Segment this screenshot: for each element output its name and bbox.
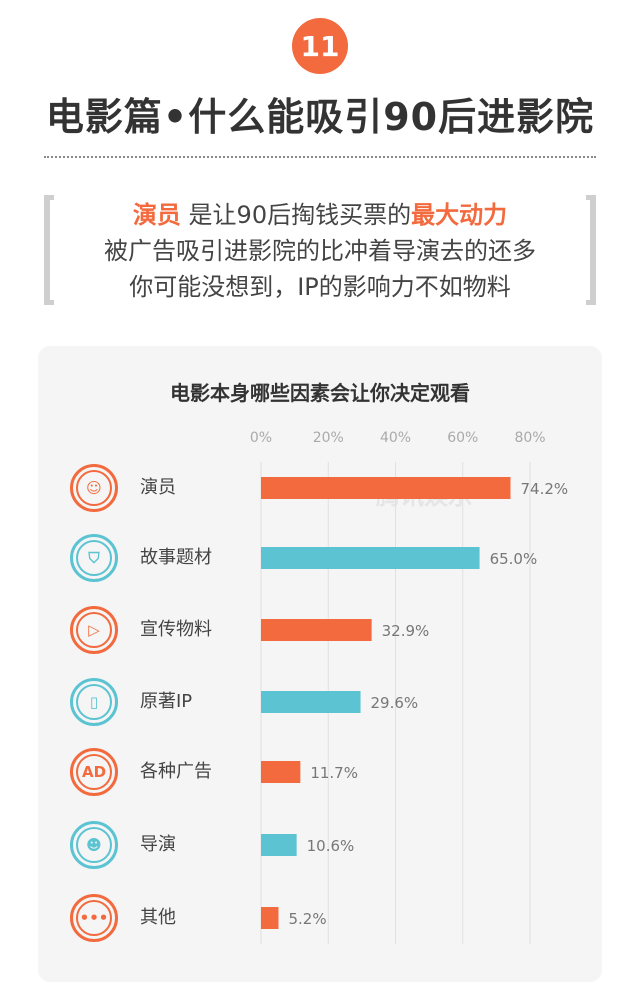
quote-line-3: 你可能没想到，IP的影响力不如物料 bbox=[129, 273, 511, 301]
bar bbox=[261, 834, 297, 856]
bar bbox=[261, 691, 361, 713]
more-icon: ••• bbox=[70, 894, 118, 942]
ad-icon: AD bbox=[70, 748, 118, 796]
bar bbox=[261, 477, 511, 499]
bar bbox=[261, 907, 279, 929]
x-tick-label: 80% bbox=[514, 430, 545, 446]
quote-line-1: 演员 是让90后掏钱买票的最大动力 bbox=[44, 197, 596, 233]
category-label: 故事题材 bbox=[140, 547, 212, 568]
key-findings-quote: 演员 是让90后掏钱买票的最大动力 被广告吸引进影院的比冲着导演去的还多 你可能… bbox=[44, 195, 596, 305]
bar bbox=[261, 619, 372, 641]
quote-highlight-actor: 演员 bbox=[132, 201, 181, 229]
value-label: 65.0% bbox=[490, 550, 538, 568]
x-tick-label: 0% bbox=[250, 430, 272, 446]
quote-line-1-text: 是让90后掏钱买票的 bbox=[188, 201, 412, 229]
category-label: 原著IP bbox=[140, 691, 193, 712]
left-bracket bbox=[44, 195, 54, 305]
quote-highlight-motivation: 最大动力 bbox=[411, 201, 508, 229]
category-label: 宣传物料 bbox=[140, 619, 212, 640]
chart-title: 电影本身哪些因素会让你决定观看 bbox=[170, 381, 470, 405]
x-tick-label: 40% bbox=[380, 430, 411, 446]
director-icon: ☻ bbox=[70, 821, 118, 869]
value-label: 74.2% bbox=[520, 480, 568, 498]
category-label: 导演 bbox=[140, 834, 176, 855]
value-label: 11.7% bbox=[310, 764, 358, 782]
value-label: 5.2% bbox=[288, 910, 326, 928]
chart-card bbox=[38, 346, 602, 982]
category-label: 各种广告 bbox=[140, 761, 212, 782]
category-label: 演员 bbox=[140, 477, 176, 498]
actor-icon: ☺ bbox=[70, 464, 118, 512]
x-tick-label: 60% bbox=[447, 430, 478, 446]
section-number-badge: 11 bbox=[292, 18, 348, 74]
bar bbox=[261, 761, 301, 783]
page-title: 电影篇•什么能吸引90后进影院 bbox=[45, 95, 595, 139]
bar bbox=[261, 547, 480, 569]
x-tick-label: 20% bbox=[313, 430, 344, 446]
quote-line-2: 被广告吸引进影院的比冲着导演去的还多 bbox=[104, 237, 536, 265]
title-divider bbox=[44, 156, 596, 158]
play-icon: ▷ bbox=[70, 606, 118, 654]
value-label: 32.9% bbox=[382, 622, 430, 640]
right-bracket bbox=[586, 195, 596, 305]
category-label: 其他 bbox=[140, 907, 176, 928]
value-label: 29.6% bbox=[371, 694, 419, 712]
shield-icon: ⛉ bbox=[70, 534, 118, 582]
value-label: 10.6% bbox=[307, 837, 355, 855]
book-icon: ▯ bbox=[70, 678, 118, 726]
